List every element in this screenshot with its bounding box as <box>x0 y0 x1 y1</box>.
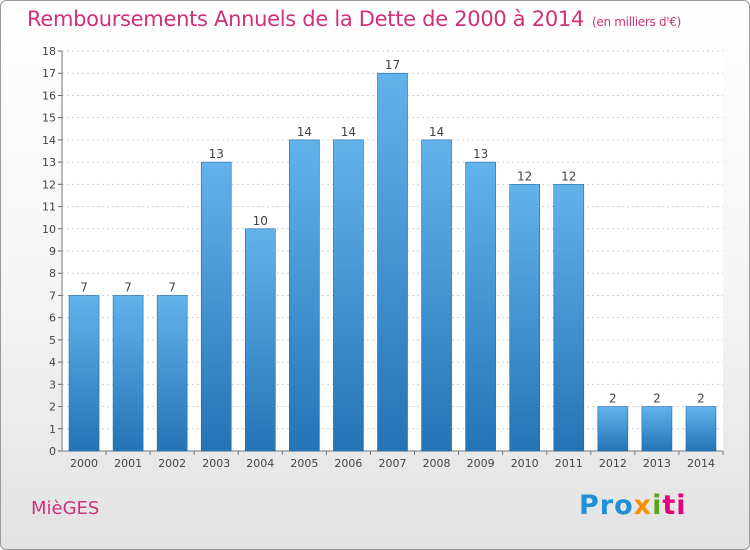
commune-name: MièGES <box>31 498 100 519</box>
data-label-2001: 7 <box>124 280 132 294</box>
y-tick-label: 17 <box>42 67 56 80</box>
data-label-2014: 2 <box>697 392 705 406</box>
bar-2008 <box>421 139 452 452</box>
x-tick-label-2010: 2010 <box>511 457 539 470</box>
chart-title: Remboursements Annuels de la Dette de 20… <box>27 7 682 31</box>
y-tick-label: 18 <box>42 45 56 58</box>
bar-2002 <box>156 295 188 452</box>
y-tick-label: 5 <box>49 334 56 347</box>
y-tick-label: 10 <box>42 223 56 236</box>
x-tick-label-2004: 2004 <box>246 457 274 470</box>
bar-2014 <box>685 406 717 452</box>
bar-2013 <box>641 406 673 452</box>
y-tick-label: 15 <box>42 112 56 125</box>
data-label-2004: 10 <box>253 214 268 228</box>
bar-2005 <box>289 139 320 452</box>
x-tick-label-2006: 2006 <box>334 457 362 470</box>
data-label-2007: 17 <box>385 58 400 72</box>
x-tick-label-2009: 2009 <box>467 457 495 470</box>
bar-2001 <box>112 295 144 452</box>
y-tick-label: 7 <box>49 289 56 302</box>
data-label-2006: 14 <box>341 125 356 139</box>
y-tick-label: 8 <box>49 267 56 280</box>
proxiti-logo: Proxiti <box>579 490 687 521</box>
y-tick-label: 11 <box>42 201 56 214</box>
bar-2012 <box>597 406 629 452</box>
x-tick-label-2007: 2007 <box>379 457 407 470</box>
data-label-2010: 12 <box>517 169 532 183</box>
x-tick-label-2011: 2011 <box>555 457 583 470</box>
bar-2000 <box>68 295 100 452</box>
x-tick-label-2005: 2005 <box>290 457 318 470</box>
unit-note: (en milliers d'€) <box>592 15 682 29</box>
y-tick-label: 12 <box>42 178 56 191</box>
data-label-2003: 13 <box>209 147 224 161</box>
y-tick-label: 1 <box>49 423 56 436</box>
y-tick-label: 3 <box>49 378 56 391</box>
x-tick-label-2002: 2002 <box>158 457 186 470</box>
y-tick-label: 0 <box>49 445 56 458</box>
x-tick-label-2001: 2001 <box>114 457 142 470</box>
x-tick-label-2008: 2008 <box>423 457 451 470</box>
y-tick-label: 9 <box>49 245 56 258</box>
x-tick-label-2000: 2000 <box>70 457 98 470</box>
data-label-2000: 7 <box>80 280 88 294</box>
x-tick-label-2014: 2014 <box>687 457 715 470</box>
x-tick-label-2003: 2003 <box>202 457 230 470</box>
bar-2007 <box>377 72 408 452</box>
bar-2003 <box>200 161 232 452</box>
data-label-2012: 2 <box>609 392 617 406</box>
y-tick-label: 6 <box>49 312 56 325</box>
y-tick-label: 2 <box>49 401 56 414</box>
data-label-2008: 14 <box>429 125 444 139</box>
data-label-2009: 13 <box>473 147 488 161</box>
x-tick-label-2013: 2013 <box>643 457 671 470</box>
y-tick-label: 14 <box>42 134 56 147</box>
data-label-2005: 14 <box>297 125 312 139</box>
y-tick-label: 4 <box>49 356 56 369</box>
bar-2010 <box>509 184 541 452</box>
y-tick-label: 16 <box>42 89 56 102</box>
bar-2011 <box>553 184 585 452</box>
bar-2004 <box>245 228 276 452</box>
data-label-2002: 7 <box>168 280 176 294</box>
bar-2009 <box>465 161 496 452</box>
data-label-2011: 12 <box>561 169 576 183</box>
data-label-2013: 2 <box>653 392 661 406</box>
x-tick-label-2012: 2012 <box>599 457 627 470</box>
y-tick-label: 13 <box>42 156 56 169</box>
bar-2006 <box>333 139 364 452</box>
